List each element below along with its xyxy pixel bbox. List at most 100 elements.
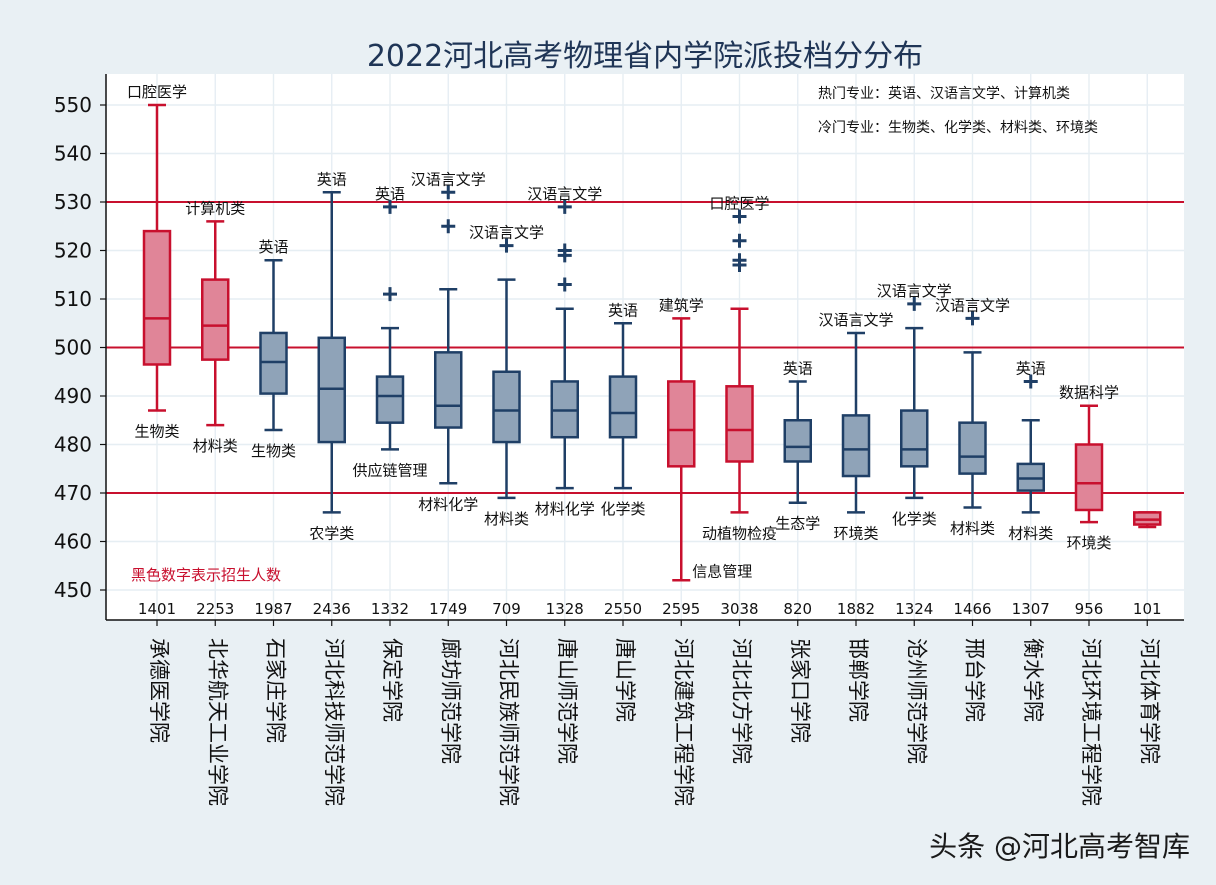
bottom-label: 动植物检疫 xyxy=(702,524,777,542)
y-tick-label-500: 500 xyxy=(54,336,92,360)
outlier-marker-3 xyxy=(732,233,747,248)
enrollment-count-12: 820 xyxy=(783,600,812,618)
enrollment-count-2: 2253 xyxy=(196,600,234,618)
bottom-label: 化学类 xyxy=(600,500,645,518)
box-iqr xyxy=(725,385,754,463)
box-iqr xyxy=(783,419,812,463)
category-label-1: 承德医学院 xyxy=(147,638,171,743)
enrollment-count-14: 1324 xyxy=(895,600,933,618)
enrollment-count-16: 1307 xyxy=(1012,600,1050,618)
category-label-6: 廊坊师范学院 xyxy=(438,638,462,764)
box-iqr xyxy=(667,380,696,468)
enrollment-count-11: 3038 xyxy=(720,600,758,618)
box-iqr xyxy=(492,370,521,444)
bottom-label: 生物类 xyxy=(134,423,179,441)
bottom-label: 生态学 xyxy=(775,515,820,533)
category-label-15: 邢台学院 xyxy=(963,638,987,722)
bottom-label: 材料类 xyxy=(950,520,995,538)
box-iqr xyxy=(201,278,230,361)
bottom-label: 材料类 xyxy=(484,510,529,528)
top-label: 建筑学 xyxy=(659,296,704,314)
category-label-11: 河北北方学院 xyxy=(730,638,754,764)
bottom-label: 材料化学 xyxy=(535,500,595,518)
box-iqr xyxy=(841,414,871,478)
category-label-3: 石家庄学院 xyxy=(264,638,288,743)
box-iqr xyxy=(142,229,172,366)
top-label: 口腔医学 xyxy=(127,83,187,101)
top-label: 汉语言文学 xyxy=(527,185,602,203)
y-ticks: 450 460 470 480 490 500 510 520 530 540 550 xyxy=(54,93,106,602)
enrollment-legend: 黑色数字表示招生人数 xyxy=(131,566,281,584)
outlier-marker-2 xyxy=(732,253,747,268)
enrollment-count-8: 1328 xyxy=(546,600,584,618)
box-iqr xyxy=(608,375,638,439)
y-tick-label-470: 470 xyxy=(54,481,92,505)
outlier-marker-1 xyxy=(441,219,456,234)
outlier-marker-1 xyxy=(1023,374,1038,389)
top-label: 英语 xyxy=(375,185,405,203)
outlier-marker-4 xyxy=(732,209,747,224)
box-iqr xyxy=(375,375,405,424)
y-tick-label-480: 480 xyxy=(54,433,92,457)
bottom-label: 化学类 xyxy=(892,510,937,528)
outlier-marker-1 xyxy=(907,296,922,311)
top-label: 汉语言文学 xyxy=(411,170,486,188)
top-label: 英语 xyxy=(783,359,813,377)
box-iqr xyxy=(900,409,929,468)
bottom-label: 材料类 xyxy=(193,437,238,455)
box-iqr xyxy=(958,421,987,475)
top-label: 汉语言文学 xyxy=(877,282,952,300)
top-label: 英语 xyxy=(1016,359,1046,377)
outlier-marker-4 xyxy=(557,199,572,214)
category-label-10: 河北建筑工程学院 xyxy=(671,638,695,806)
category-label-17: 河北环境工程学院 xyxy=(1079,638,1103,806)
chart-title: 2022河北高考物理省内学院派投档分分布 xyxy=(367,39,923,74)
bottom-label: 材料类 xyxy=(1008,524,1053,542)
enrollment-count-13: 1882 xyxy=(837,600,875,618)
y-tick-label-550: 550 xyxy=(54,93,92,117)
top-label: 口腔医学 xyxy=(709,195,769,213)
category-label-14: 沧州师范学院 xyxy=(904,638,928,764)
outlier-marker-1 xyxy=(499,238,514,253)
hot-majors-note: 热门专业：英语、汉语言文学、计算机类 xyxy=(818,85,1070,102)
watermark: 头条 @河北高考智库 xyxy=(929,830,1190,863)
category-label-9: 唐山学院 xyxy=(613,638,637,722)
enrollment-count-1: 1401 xyxy=(138,600,176,618)
top-label: 英语 xyxy=(317,170,347,188)
enrollment-count-6: 1749 xyxy=(429,600,467,618)
y-tick-label-520: 520 xyxy=(54,239,92,263)
box-iqr xyxy=(434,351,463,429)
y-tick-label-530: 530 xyxy=(54,190,92,214)
category-label-12: 张家口学院 xyxy=(788,638,812,743)
y-tick-label-510: 510 xyxy=(54,287,92,311)
top-label: 英语 xyxy=(258,238,288,256)
category-label-2: 北华航天工业学院 xyxy=(205,638,229,806)
enrollment-count-10: 2595 xyxy=(662,600,700,618)
outlier-marker-2 xyxy=(441,185,456,200)
enrollment-count-18: 101 xyxy=(1133,600,1162,618)
top-label: 计算机类 xyxy=(185,199,245,217)
enrollment-count-9: 2550 xyxy=(604,600,642,618)
bottom-label: 信息管理 xyxy=(692,562,752,580)
enrollment-count-4: 2436 xyxy=(313,600,351,618)
cold-majors-note: 冷门专业：生物类、化学类、材料类、环境类 xyxy=(818,120,1098,136)
outlier-marker-3 xyxy=(557,243,572,258)
boxes: 口腔医学生物类计算机类材料类英语生物类英语农学类英语供应链管理汉语言文学材料化学… xyxy=(127,83,1162,582)
category-label-8: 唐山师范学院 xyxy=(555,638,579,764)
y-tick-label-490: 490 xyxy=(54,384,92,408)
bottom-label: 生物类 xyxy=(251,442,296,460)
bottom-label: 环境类 xyxy=(1066,534,1111,552)
